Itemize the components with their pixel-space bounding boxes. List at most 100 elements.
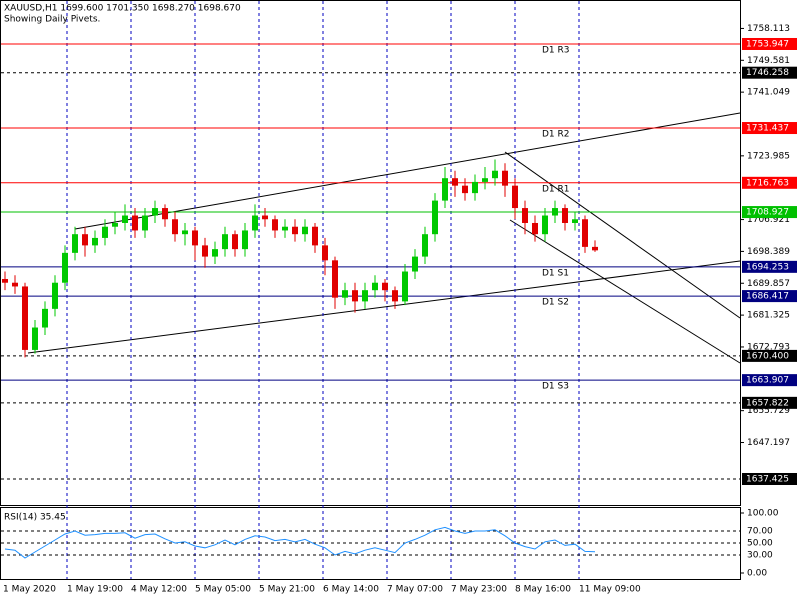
level-label-box xyxy=(742,472,797,485)
candle-body xyxy=(552,208,558,216)
candle-body xyxy=(92,237,98,246)
candle-body xyxy=(572,219,578,223)
candle-body xyxy=(22,286,28,350)
candle-body xyxy=(292,226,298,235)
y-tick-label: 1723.985 xyxy=(747,151,790,161)
level-label: 1746.258 xyxy=(746,68,789,78)
pivot-label: D1 S3 xyxy=(542,382,569,392)
level-label: 1694.253 xyxy=(746,262,789,272)
candle-body xyxy=(422,234,428,257)
candle-body xyxy=(262,215,268,220)
candle-body xyxy=(302,226,308,235)
level-label-box xyxy=(742,396,797,409)
candle-body xyxy=(432,200,438,235)
candle-body xyxy=(592,246,598,251)
candle-body xyxy=(582,219,588,247)
y-tick-label: 1706.921 xyxy=(747,215,790,225)
trend-line xyxy=(177,112,741,212)
candle-body xyxy=(452,178,458,186)
x-tick-label: 5 May 21:00 xyxy=(259,585,315,595)
trend-line xyxy=(27,260,741,354)
candle-body xyxy=(382,282,388,291)
x-tick-label: 7 May 07:00 xyxy=(387,585,443,595)
candle-body xyxy=(152,208,158,216)
x-tick-label: 4 May 12:00 xyxy=(131,585,187,595)
chart-title: XAUUSD,H1 1699.600 1701.350 1698.270 169… xyxy=(4,4,241,14)
level-label: 1716.763 xyxy=(746,178,789,188)
candle-body xyxy=(492,170,498,179)
x-tick-label: 1 May 19:00 xyxy=(67,585,123,595)
candle-body xyxy=(352,290,358,302)
candle-body xyxy=(562,208,568,223)
candle-body xyxy=(342,290,348,298)
candle-body xyxy=(52,282,58,309)
level-label-box xyxy=(742,206,797,219)
channel-line xyxy=(504,151,741,319)
x-tick-label: 1 May 2020 xyxy=(3,585,56,595)
x-tick-label: 11 May 09:00 xyxy=(579,585,641,595)
pivot-label: D1 S2 xyxy=(542,298,569,308)
candle-body xyxy=(72,234,78,253)
candle-body xyxy=(482,178,488,182)
level-label-box xyxy=(742,37,797,50)
pivot-label: D1 R1 xyxy=(542,184,570,194)
candle-body xyxy=(192,230,198,246)
candle-body xyxy=(472,181,478,194)
candle-body xyxy=(402,271,408,302)
candle-body xyxy=(172,219,178,235)
candle-body xyxy=(62,252,68,283)
candle-body xyxy=(282,226,288,231)
y-tick-label: 1647.197 xyxy=(747,438,790,448)
y-tick-label: 1681.325 xyxy=(747,311,790,321)
y-tick-label: 1749.581 xyxy=(747,56,790,66)
level-label-box xyxy=(742,349,797,362)
candle-body xyxy=(202,245,208,257)
rsi-tick-label: 70.00 xyxy=(747,527,773,537)
rsi-tick-label: 100.00 xyxy=(747,509,779,519)
candle-body xyxy=(362,290,368,302)
candle-body xyxy=(132,215,138,231)
candle-body xyxy=(212,249,218,257)
y-tick-label: 1689.857 xyxy=(747,279,790,289)
level-label: 1731.437 xyxy=(746,124,789,134)
rsi-title: RSI(14) 35.45 xyxy=(4,513,66,523)
level-label-box xyxy=(742,290,797,303)
y-tick-label: 1741.049 xyxy=(747,88,790,98)
candle-body xyxy=(252,215,258,231)
level-label-box xyxy=(742,374,797,387)
level-label: 1663.907 xyxy=(746,376,789,386)
candle-body xyxy=(542,215,548,235)
candle-body xyxy=(162,208,168,220)
candle-body xyxy=(242,230,248,250)
candle-body xyxy=(312,226,318,246)
pivot-label: D1 S1 xyxy=(542,268,569,278)
x-tick-label: 8 May 16:00 xyxy=(515,585,571,595)
candle-body xyxy=(232,234,238,250)
rsi-tick-label: 0.00 xyxy=(747,569,767,579)
candle-body xyxy=(82,234,88,246)
rsi-tick-label: 30.00 xyxy=(747,551,773,561)
candle-body xyxy=(42,308,48,328)
candle-body xyxy=(532,222,538,235)
level-label: 1686.417 xyxy=(746,292,789,302)
rsi-line xyxy=(4,526,596,559)
chart-subtitle: Showing Daily Pivets. xyxy=(4,15,100,25)
candle-body xyxy=(462,185,468,194)
pivot-label: D1 R3 xyxy=(542,45,570,55)
level-label: 1657.822 xyxy=(746,398,789,408)
candle-body xyxy=(392,290,398,302)
x-tick-label: 6 May 14:00 xyxy=(323,585,379,595)
rsi-panel xyxy=(0,507,741,580)
level-label: 1708.927 xyxy=(746,208,789,218)
candle-body xyxy=(2,278,8,283)
level-label: 1670.400 xyxy=(746,351,789,361)
candle-body xyxy=(332,260,338,298)
y-tick-label: 1758.113 xyxy=(747,24,790,34)
candle-body xyxy=(122,215,128,223)
candle-body xyxy=(502,170,508,186)
candle-body xyxy=(442,178,448,201)
rsi-tick-label: 50.00 xyxy=(747,539,773,549)
candle-body xyxy=(222,234,228,250)
x-tick-label: 5 May 05:00 xyxy=(195,585,251,595)
